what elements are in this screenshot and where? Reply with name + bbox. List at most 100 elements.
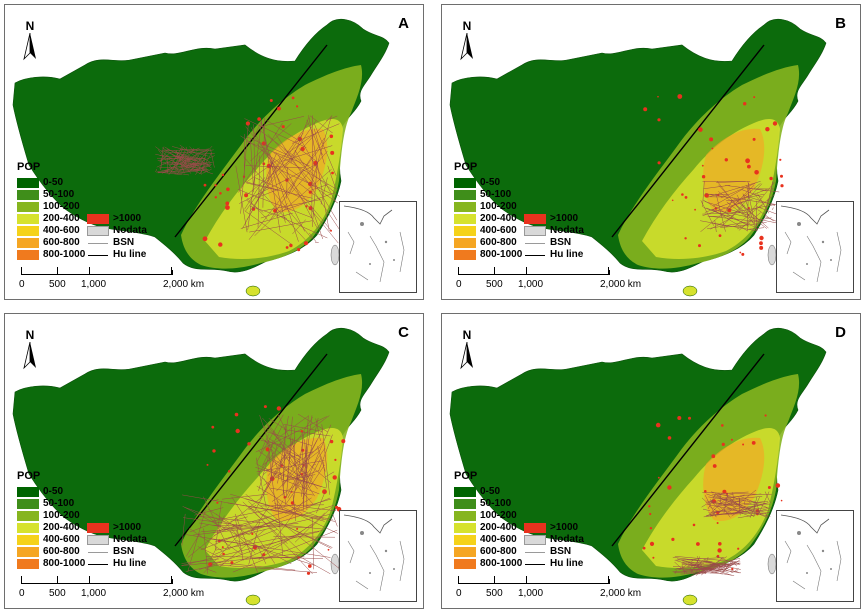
scale-tick-label: 2,000 km <box>600 279 642 290</box>
bsn-link <box>718 500 731 510</box>
scale-tick <box>494 267 495 274</box>
bsn-link <box>742 193 753 218</box>
legend-row: 800-1000 <box>17 558 85 569</box>
bsn-link <box>327 165 336 188</box>
bsn-link <box>213 498 332 533</box>
bsn-link <box>270 165 332 195</box>
bsn-link <box>268 418 287 431</box>
legend-swatch <box>17 498 39 509</box>
bsn-link <box>680 572 707 575</box>
bsn-link <box>270 487 314 496</box>
bsn-link <box>213 525 236 536</box>
high-density-spot <box>652 556 655 559</box>
bsn-link <box>283 447 326 507</box>
legend-label: Nodata <box>113 534 147 545</box>
bsn-link <box>157 169 202 173</box>
legend-swatch <box>454 510 476 521</box>
high-density-spot <box>718 234 722 238</box>
bsn-link <box>313 123 337 176</box>
legend-swatch <box>524 522 546 533</box>
bsn-link <box>260 192 335 219</box>
high-density-spot <box>218 242 223 247</box>
bsn-link <box>700 200 714 226</box>
bsn-network <box>700 180 781 233</box>
high-density-spot <box>717 548 722 553</box>
high-density-spot <box>657 95 659 98</box>
legend-label: 400-600 <box>480 534 517 545</box>
legend-swatch <box>17 546 39 557</box>
panel-label: C <box>398 324 409 341</box>
bsn-link <box>716 494 752 510</box>
legend-swatch <box>454 225 476 236</box>
legend-row: 800-1000 <box>454 558 522 569</box>
high-density-spot <box>709 137 714 142</box>
legend-label: >1000 <box>113 213 142 224</box>
bsn-link <box>275 476 320 495</box>
legend-label: 400-600 <box>480 225 517 236</box>
legend: POP 0-50 50-100 100-200 200-400 400-600 600-8… <box>454 470 604 570</box>
urban-zone <box>703 128 765 213</box>
legend-swatch <box>87 559 109 569</box>
bsn-link <box>260 440 281 446</box>
bsn-link <box>254 437 296 511</box>
high-density-spot <box>221 173 225 177</box>
bsn-link <box>264 440 296 483</box>
legend-label: Hu line <box>550 249 584 260</box>
high-density-spot <box>681 193 684 196</box>
scale-bar-line <box>21 270 173 275</box>
legend-swatch <box>524 225 546 236</box>
legend-label: 100-200 <box>480 510 517 521</box>
legend-row: 100-200 <box>17 510 80 521</box>
legend-label: 50-100 <box>43 498 75 509</box>
north-arrow: N <box>457 19 477 67</box>
bsn-link <box>315 418 321 441</box>
bsn-link <box>260 504 324 507</box>
inset-map <box>343 514 405 592</box>
bsn-link <box>227 526 243 529</box>
bsn-link <box>277 154 318 229</box>
high-density-spot <box>303 241 309 246</box>
scale-tick <box>57 267 58 274</box>
legend-row-huline: Hu line <box>524 558 583 569</box>
high-density-spot <box>306 571 311 575</box>
bsn-link <box>227 502 333 520</box>
bsn-link <box>248 137 329 240</box>
high-density-spot <box>692 523 696 527</box>
legend-row: 800-1000 <box>17 249 85 260</box>
bsn-link <box>236 530 238 535</box>
legend-swatch <box>87 250 109 260</box>
legend-row: 400-600 <box>454 534 517 545</box>
bsn-link <box>236 497 331 537</box>
bsn-link <box>242 159 281 229</box>
bsn-link <box>187 509 206 572</box>
bsn-link <box>698 572 701 575</box>
legend-label: 800-1000 <box>43 558 86 569</box>
bsn-link <box>248 500 303 554</box>
high-density-spot <box>300 146 305 152</box>
bsn-link <box>721 183 756 199</box>
bsn-link <box>221 493 268 500</box>
high-density-spot <box>214 196 217 199</box>
legend-swatch <box>17 177 39 188</box>
bsn-link <box>228 535 297 567</box>
scale-tick <box>171 267 172 274</box>
south-china-sea-inset <box>776 201 854 293</box>
bsn-link <box>743 499 746 505</box>
high-density-spot <box>764 414 767 417</box>
bsn-link <box>753 507 772 513</box>
bsn-link <box>736 499 767 504</box>
bsn-network <box>155 115 340 245</box>
high-density-spot <box>741 252 745 256</box>
bsn-link <box>707 181 761 198</box>
bsn-link <box>174 155 198 162</box>
high-density-spot <box>202 236 208 242</box>
bsn-link <box>702 198 753 216</box>
legend-row-gt1000: >1000 <box>524 522 578 533</box>
high-density-spot <box>711 454 716 459</box>
high-density-spot <box>655 422 661 428</box>
high-density-spot <box>227 470 231 473</box>
legend-label: >1000 <box>550 522 579 533</box>
bsn-link <box>219 515 225 529</box>
bsn-link <box>710 569 724 574</box>
bsn-link <box>292 219 306 235</box>
